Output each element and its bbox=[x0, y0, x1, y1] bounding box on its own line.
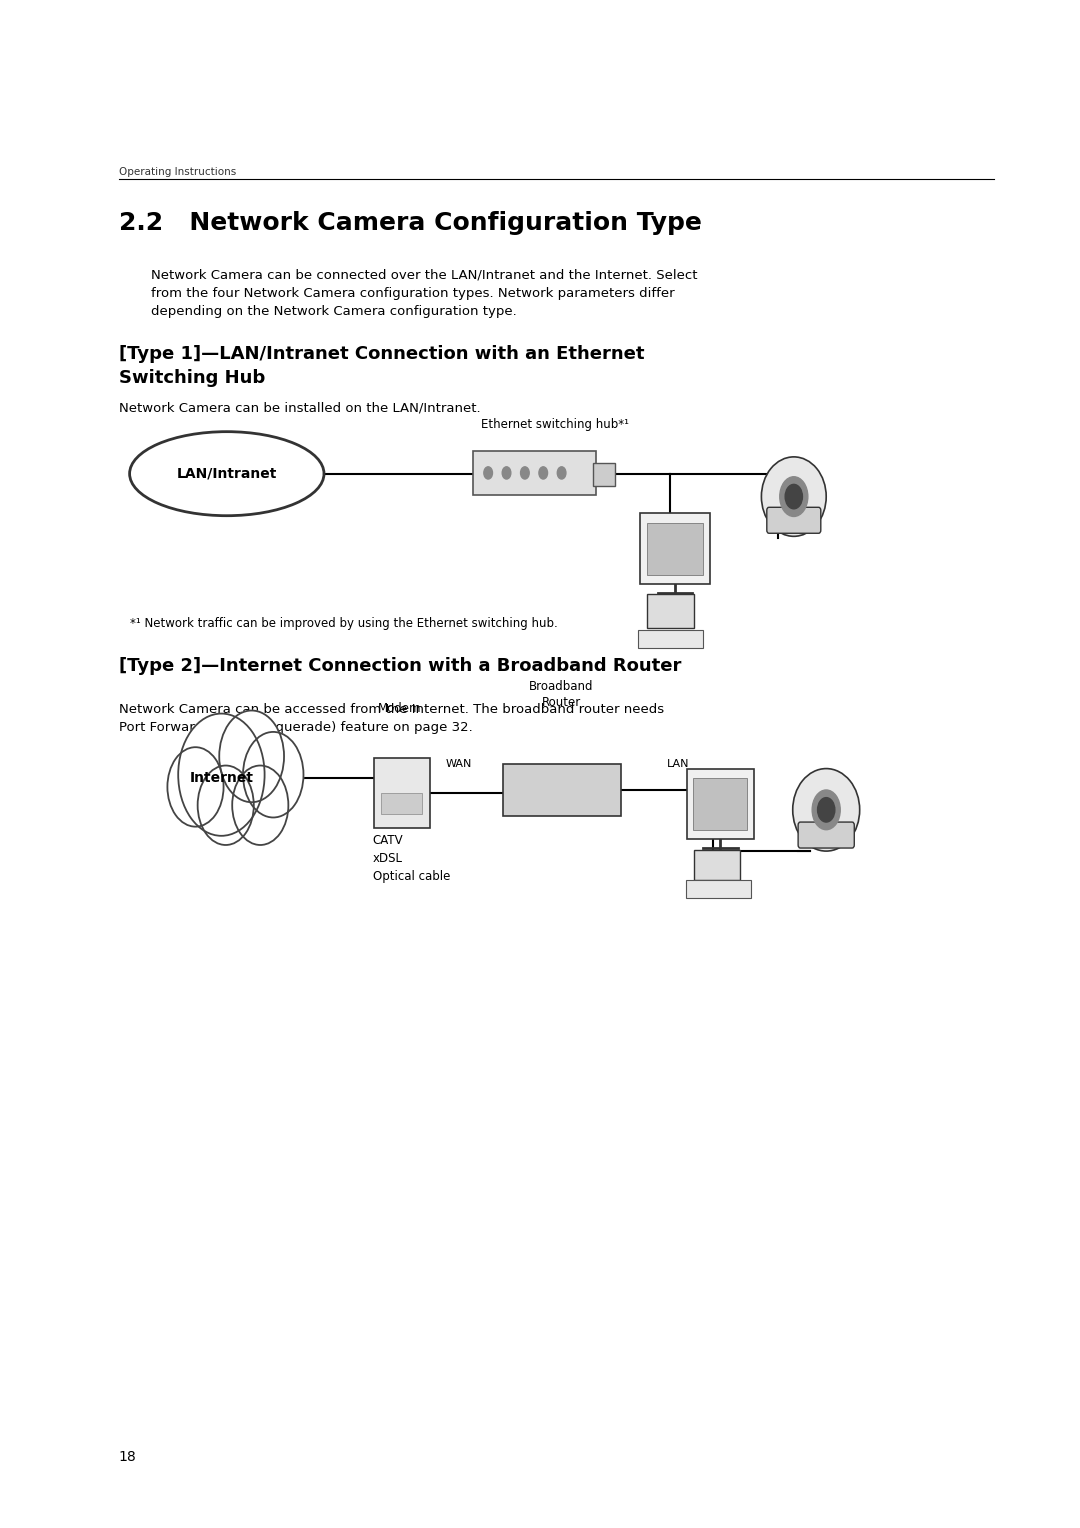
Text: LAN/Intranet: LAN/Intranet bbox=[177, 466, 276, 481]
Circle shape bbox=[484, 468, 492, 480]
FancyBboxPatch shape bbox=[381, 793, 422, 814]
Text: Network Camera can be accessed from the Internet. The broadband router needs
Por: Network Camera can be accessed from the … bbox=[119, 703, 664, 733]
Circle shape bbox=[785, 484, 802, 509]
Circle shape bbox=[167, 747, 224, 827]
Text: Modem: Modem bbox=[378, 701, 421, 715]
FancyBboxPatch shape bbox=[687, 769, 754, 839]
FancyBboxPatch shape bbox=[647, 594, 694, 628]
FancyBboxPatch shape bbox=[503, 764, 621, 816]
FancyBboxPatch shape bbox=[374, 758, 430, 828]
Text: [Type 1]—LAN/Intranet Connection with an Ethernet
Switching Hub: [Type 1]—LAN/Intranet Connection with an… bbox=[119, 345, 645, 387]
Text: Broadband
Router: Broadband Router bbox=[529, 680, 594, 709]
Text: Ethernet switching hub*¹: Ethernet switching hub*¹ bbox=[481, 417, 629, 431]
Circle shape bbox=[539, 468, 548, 480]
FancyBboxPatch shape bbox=[593, 463, 615, 486]
Text: 18: 18 bbox=[119, 1450, 136, 1464]
FancyBboxPatch shape bbox=[638, 630, 703, 648]
Circle shape bbox=[521, 468, 529, 480]
Text: Internet: Internet bbox=[189, 770, 254, 785]
Circle shape bbox=[219, 711, 284, 802]
Circle shape bbox=[557, 468, 566, 480]
Text: [Type 2]—Internet Connection with a Broadband Router: [Type 2]—Internet Connection with a Broa… bbox=[119, 657, 681, 675]
Circle shape bbox=[812, 790, 840, 830]
Text: 2.2   Network Camera Configuration Type: 2.2 Network Camera Configuration Type bbox=[119, 211, 702, 235]
Ellipse shape bbox=[761, 457, 826, 536]
FancyBboxPatch shape bbox=[798, 822, 854, 848]
Circle shape bbox=[818, 798, 835, 822]
Circle shape bbox=[232, 766, 288, 845]
Text: *¹ Network traffic can be improved by using the Ethernet switching hub.: *¹ Network traffic can be improved by us… bbox=[130, 617, 557, 631]
FancyBboxPatch shape bbox=[694, 850, 740, 880]
Text: LAN: LAN bbox=[667, 759, 689, 769]
FancyBboxPatch shape bbox=[640, 513, 710, 584]
Text: WAN: WAN bbox=[446, 759, 472, 769]
Circle shape bbox=[198, 766, 254, 845]
Text: Network Camera can be connected over the LAN/Intranet and the Internet. Select
f: Network Camera can be connected over the… bbox=[151, 269, 698, 318]
Circle shape bbox=[502, 468, 511, 480]
Text: Operating Instructions: Operating Instructions bbox=[119, 167, 237, 177]
Ellipse shape bbox=[793, 769, 860, 851]
FancyBboxPatch shape bbox=[647, 523, 703, 575]
FancyBboxPatch shape bbox=[767, 507, 821, 533]
Circle shape bbox=[178, 714, 265, 836]
Circle shape bbox=[243, 732, 303, 817]
FancyBboxPatch shape bbox=[473, 451, 596, 495]
Text: CATV
xDSL
Optical cable: CATV xDSL Optical cable bbox=[373, 834, 450, 883]
FancyBboxPatch shape bbox=[693, 778, 747, 830]
Circle shape bbox=[780, 477, 808, 516]
FancyBboxPatch shape bbox=[686, 880, 751, 898]
Text: Network Camera can be installed on the LAN/Intranet.: Network Camera can be installed on the L… bbox=[119, 402, 481, 416]
